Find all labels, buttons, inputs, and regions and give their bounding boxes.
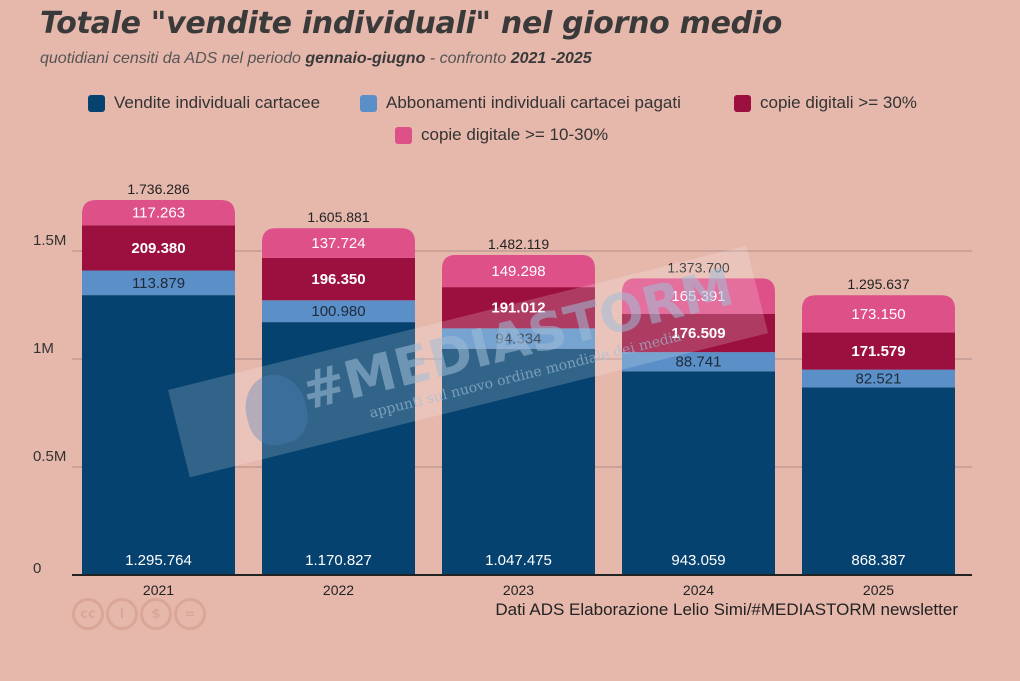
data-label: 113.879	[132, 275, 185, 292]
cc-nc-icon: $	[140, 598, 172, 630]
x-tick-label: 2022	[323, 582, 354, 598]
bar-segment	[82, 295, 235, 575]
bar-group-2021	[82, 199, 235, 575]
x-tick-label: 2025	[863, 582, 894, 598]
bar-segment	[442, 348, 595, 575]
data-label: 943.059	[671, 552, 725, 569]
data-label: 165.391	[671, 288, 725, 305]
legend-swatch-digitali10	[395, 126, 412, 144]
data-label: 868.387	[851, 552, 905, 569]
legend-swatch-cartacee	[88, 94, 105, 112]
x-tick-label: 2023	[503, 582, 534, 598]
bar-group-2023	[442, 254, 595, 575]
x-tick-label: 2021	[143, 582, 174, 598]
bar-segment	[802, 387, 955, 575]
bar-segment	[622, 352, 775, 372]
legend-label-digitali10: copie digitale >= 10-30%	[421, 125, 609, 144]
chart-subtitle: quotidiani censiti da ADS nel periodo ge…	[40, 50, 592, 68]
y-tick-label: 0	[33, 560, 41, 577]
legend-swatch-digitali30	[734, 94, 751, 112]
bar-segment	[82, 199, 235, 226]
x-tick-label: 2024	[683, 582, 714, 598]
chart-title: Totale "vendite individuali" nel giorno …	[40, 6, 783, 41]
data-label: 137.724	[311, 235, 365, 252]
bar-segment	[262, 257, 415, 301]
subtitle-text-1: quotidiani censiti da ADS nel periodo	[40, 50, 306, 67]
data-label: 117.263	[132, 205, 185, 222]
data-label: 1.170.827	[305, 552, 372, 569]
chart-legend: Vendite individuali cartacee Abbonamenti…	[0, 90, 1020, 150]
legend-item-digitali10: copie digitale >= 10-30%	[395, 125, 608, 145]
data-label: 171.579	[851, 343, 905, 360]
bar-segment	[622, 278, 775, 315]
bar-segment	[82, 225, 235, 271]
legend-item-abbonamenti: Abbonamenti individuali cartacei pagati	[360, 93, 681, 113]
bar-group-2025	[802, 295, 955, 575]
legend-label-digitali30: copie digitali >= 30%	[760, 93, 917, 112]
data-label: 173.150	[851, 306, 905, 323]
legend-swatch-abbonamenti	[360, 94, 377, 112]
subtitle-years: 2021 -2025	[510, 50, 592, 67]
data-label: 88.741	[676, 354, 722, 371]
total-label: 1.373.700	[667, 259, 729, 275]
subtitle-period: gennaio-giugno	[305, 50, 426, 67]
bar-segment	[802, 369, 955, 388]
bar-segment	[82, 270, 235, 296]
cc-icon: cc	[72, 598, 104, 630]
y-tick-label: 1.5M	[33, 232, 66, 249]
data-label: 191.012	[491, 300, 545, 317]
total-label: 1.736.286	[127, 181, 189, 197]
legend-label-cartacee: Vendite individuali cartacee	[114, 93, 321, 112]
legend-item-cartacee: Vendite individuali cartacee	[88, 93, 320, 113]
data-label: 1.295.764	[125, 552, 192, 569]
data-label: 94.334	[496, 331, 542, 348]
bar-segment	[802, 332, 955, 370]
subtitle-text-2: - confronto	[425, 50, 511, 67]
bar-segment	[802, 295, 955, 333]
legend-label-abbonamenti: Abbonamenti individuali cartacei pagati	[386, 93, 681, 112]
bar-segment	[262, 300, 415, 323]
data-label: 1.047.475	[485, 552, 552, 569]
data-label: 149.298	[491, 263, 545, 280]
total-label: 1.295.637	[847, 276, 909, 292]
source-credits: Dati ADS Elaborazione Lelio Simi/#MEDIAS…	[495, 600, 958, 619]
bar-group-2024	[622, 278, 775, 575]
data-label: 209.380	[131, 240, 185, 257]
data-label: 82.521	[856, 371, 902, 388]
bar-segment	[442, 287, 595, 329]
bar-segment	[622, 314, 775, 353]
cc-nd-icon: =	[174, 598, 206, 630]
bar-segment	[622, 371, 775, 575]
data-label: 196.350	[311, 271, 365, 288]
bar-segment	[442, 254, 595, 288]
creative-commons-badge: cc i $ =	[72, 598, 206, 630]
y-tick-label: 0.5M	[33, 448, 66, 465]
bar-segment	[442, 328, 595, 349]
bar-segment	[262, 228, 415, 258]
data-label: 100.980	[311, 303, 365, 320]
cc-by-icon: i	[106, 598, 138, 630]
bar-segment	[262, 322, 415, 575]
data-label: 176.509	[671, 325, 725, 342]
y-tick-label: 1M	[33, 340, 54, 357]
bar-group-2022	[262, 228, 415, 575]
total-label: 1.605.881	[307, 209, 369, 225]
legend-item-digitali30: copie digitali >= 30%	[734, 93, 917, 113]
total-label: 1.482.119	[488, 236, 549, 252]
